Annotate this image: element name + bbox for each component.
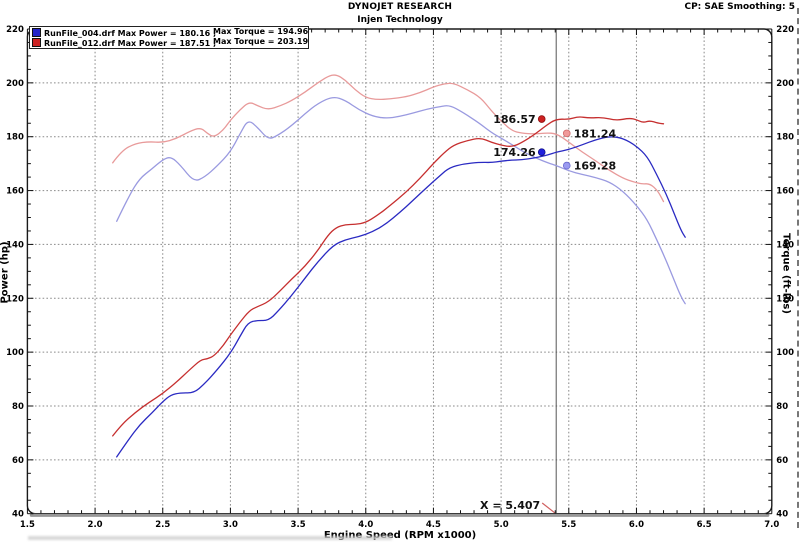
svg-text:80: 80 — [776, 402, 788, 412]
svg-text:4.5: 4.5 — [426, 520, 441, 530]
marker-dot-181.24 — [562, 129, 571, 138]
x-axis-title: Engine Speed (RPM x1000) — [323, 530, 477, 541]
run012-color-swatch — [32, 38, 41, 47]
run004-color-swatch — [32, 28, 41, 37]
correction-smoothing-note: CP: SAE Smoothing: 5 — [684, 2, 795, 12]
run012-max-power: Max Power = 187.51 ; — [117, 39, 217, 48]
svg-text:186.57: 186.57 — [493, 113, 535, 126]
svg-text:100: 100 — [6, 348, 24, 358]
marker-dot-186.57 — [537, 115, 546, 123]
svg-text:220: 220 — [6, 25, 24, 35]
svg-text:200: 200 — [6, 79, 24, 89]
cursor-value-markers: 186.57 181.24 174.26 169.28 X = 5.407 — [480, 113, 617, 514]
svg-text:5.5: 5.5 — [561, 520, 576, 530]
svg-text:160: 160 — [6, 187, 24, 197]
cursor-x-readout: X = 5.407 — [480, 499, 540, 512]
page-subtitle: Injen Technology — [357, 15, 443, 25]
legend-box: RunFile_004.drf Max Power = 180.16 ; Max… — [29, 26, 309, 49]
svg-text:180: 180 — [6, 133, 24, 143]
svg-text:120: 120 — [776, 294, 794, 304]
svg-text:3.5: 3.5 — [291, 520, 306, 530]
svg-text:2.0: 2.0 — [88, 520, 103, 530]
svg-text:6.0: 6.0 — [629, 520, 644, 530]
gridlines — [27, 29, 772, 514]
svg-text:4.0: 4.0 — [358, 520, 373, 530]
svg-text:6.5: 6.5 — [697, 520, 712, 530]
legend-row-run012: RunFile_012.drf Max Power = 187.51 ; Max… — [30, 37, 309, 48]
tick-labels: 1.5 2.0 2.5 3.0 3.5 4.0 4.5 5.0 5.5 6.0 6.5 7.040 40… — [6, 25, 794, 530]
curve-torque_004 — [116, 96, 686, 305]
left-axis-title: Power (hp) — [0, 241, 11, 304]
cropped-caption-strip — [28, 536, 392, 540]
run004-max-power: Max Power = 180.16 ; — [117, 29, 217, 38]
legend-row-run004: RunFile_004.drf Max Power = 180.16 ; Max… — [30, 27, 309, 38]
svg-text:140: 140 — [776, 240, 794, 250]
cursor-pointer-line — [541, 502, 556, 514]
svg-text:100: 100 — [776, 348, 794, 358]
svg-text:40: 40 — [776, 510, 788, 520]
screenshot-right-edge-artifact — [797, 8, 799, 528]
curve-power_004 — [116, 136, 686, 458]
marker-dot-174.26 — [537, 148, 546, 156]
axes-frame — [26, 28, 773, 517]
run004-file-label: RunFile_004.drf — [44, 29, 115, 38]
run012-max-torque: Max Torque = 203.19 — [213, 37, 309, 46]
svg-text:174.26: 174.26 — [493, 146, 536, 159]
svg-text:140: 140 — [6, 240, 24, 250]
svg-text:160: 160 — [776, 187, 794, 197]
svg-text:7.0: 7.0 — [764, 520, 779, 530]
svg-text:5.0: 5.0 — [494, 520, 509, 530]
svg-text:80: 80 — [12, 402, 24, 412]
marker-dot-169.28 — [562, 161, 571, 170]
run004-max-torque: Max Torque = 194.96 — [213, 27, 309, 36]
svg-text:3.0: 3.0 — [223, 520, 238, 530]
svg-text:40: 40 — [12, 510, 24, 520]
svg-text:2.5: 2.5 — [155, 520, 170, 530]
svg-text:60: 60 — [776, 456, 788, 466]
svg-text:181.24: 181.24 — [574, 127, 617, 140]
svg-text:60: 60 — [12, 456, 24, 466]
run012-file-label: RunFile_012.drf — [44, 39, 115, 48]
svg-text:1.5: 1.5 — [20, 520, 35, 530]
curve-power_012 — [112, 116, 665, 437]
svg-text:180: 180 — [776, 133, 794, 143]
svg-text:120: 120 — [6, 294, 24, 304]
svg-text:220: 220 — [776, 25, 794, 35]
page-title: DYNOJET RESEARCH — [347, 2, 453, 12]
series-curves — [112, 74, 686, 458]
right-axis-title: Torque (ft-lbs) — [780, 233, 792, 314]
svg-text:200: 200 — [776, 79, 794, 89]
svg-text:169.28: 169.28 — [574, 160, 616, 173]
